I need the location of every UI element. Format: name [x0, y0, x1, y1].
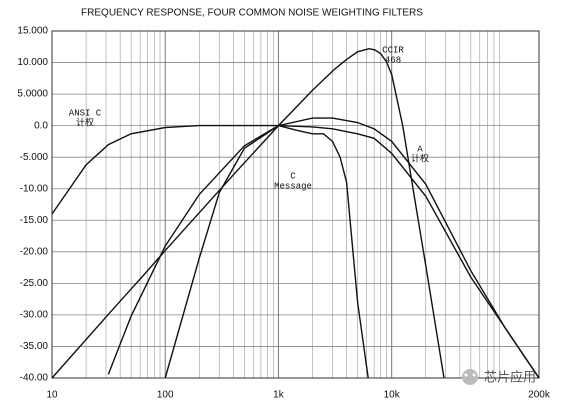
curve	[51, 47, 445, 379]
watermark-icon	[462, 369, 478, 385]
plot-frame	[51, 30, 540, 379]
y-tick-label: -15.00	[20, 215, 49, 226]
curve-label: A	[417, 144, 423, 154]
y-tick-label: -5.000	[20, 152, 49, 163]
x-tick-label: 1k	[273, 390, 285, 401]
curve-label: 计权	[76, 116, 94, 128]
chart-title: FREQUENCY RESPONSE, FOUR COMMON NOISE WE…	[81, 8, 423, 19]
y-tick-label: 0.0	[34, 120, 48, 131]
y-tick-label: -10.00	[20, 183, 49, 194]
curve-label: 计权	[411, 152, 429, 164]
y-tick-label: -35.00	[20, 341, 49, 352]
x-tick-label: 200k	[528, 390, 551, 401]
y-tick-label: -25.00	[20, 278, 49, 289]
y-tick-label: 5.0000	[17, 89, 48, 100]
y-tick-label: 15.000	[17, 26, 48, 37]
curve-label: 468	[385, 55, 401, 65]
y-tick-label: -30.00	[20, 310, 49, 321]
watermark: 芯片应用	[484, 369, 536, 384]
curve-label: C	[290, 171, 296, 181]
x-tick-label: 100	[157, 390, 174, 401]
x-tick-label: 10k	[384, 390, 401, 401]
y-tick-label: 10.000	[17, 57, 48, 68]
curve-label: ANSI C	[69, 108, 102, 118]
curve	[51, 124, 540, 379]
x-tick-label: 10	[46, 390, 58, 401]
curve	[164, 124, 369, 379]
y-tick-label: -40.00	[20, 373, 49, 384]
curve-label: CCIR	[382, 45, 404, 55]
curve	[107, 117, 540, 379]
curve-label: Message	[274, 181, 312, 191]
y-tick-label: -20.00	[20, 246, 49, 257]
